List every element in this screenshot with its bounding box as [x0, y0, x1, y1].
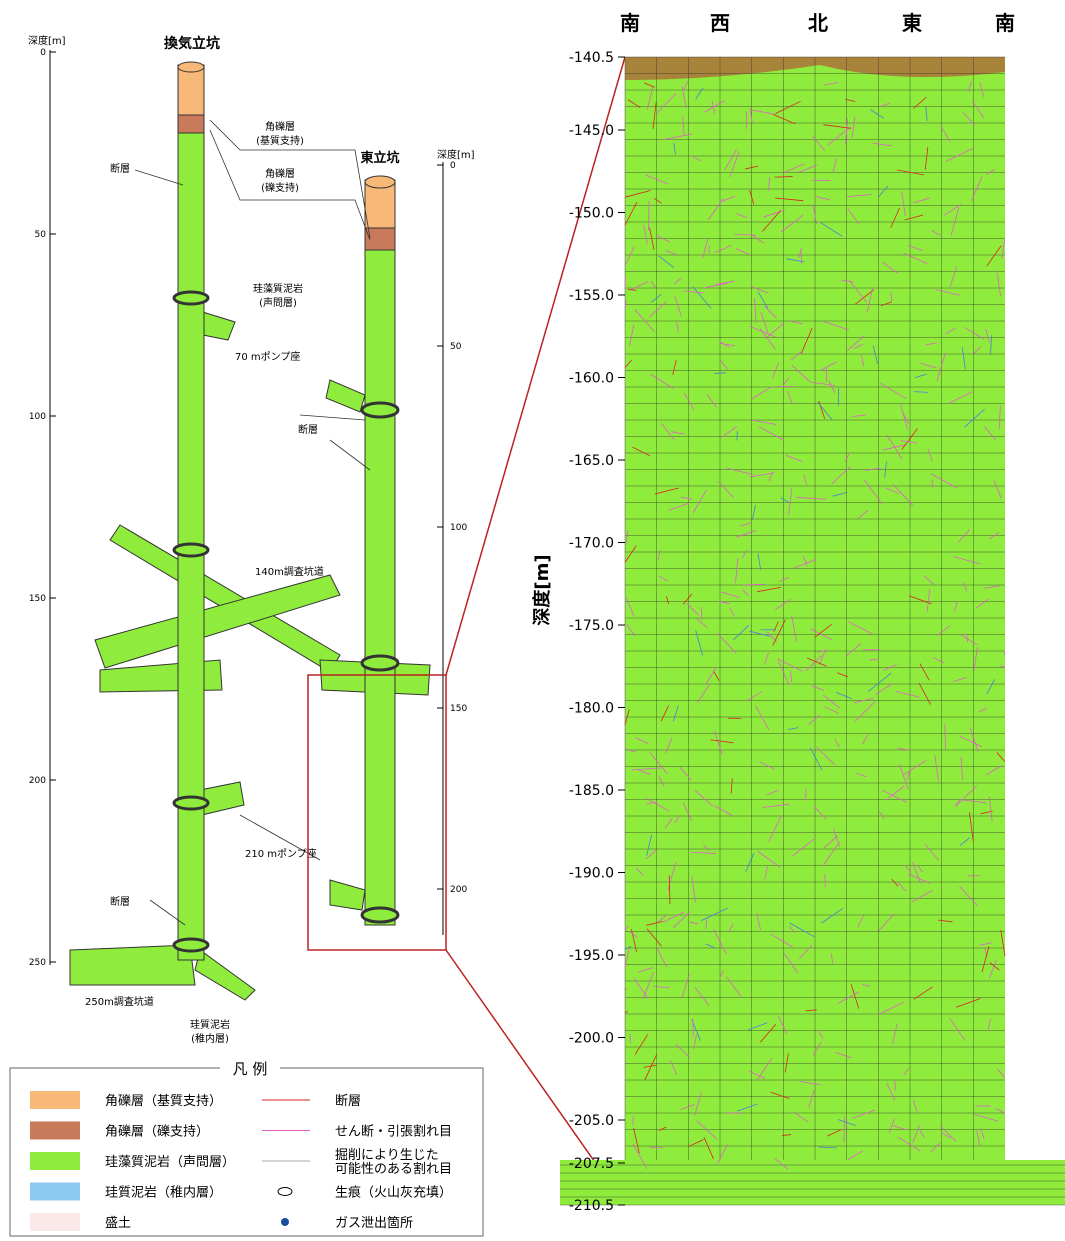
legend-swatch	[30, 1183, 80, 1201]
unrolled-wall-map: 深度[m] 南 西 北 東 南 -140.5 -145.0 -150.0 -155.0 -160.…	[531, 11, 1065, 1214]
label: 角礫層	[265, 120, 295, 133]
label: 210 mポンプ座	[245, 847, 317, 860]
tick-label: -140.5	[569, 50, 614, 66]
legend-label: 珪質泥岩（稚内層）	[105, 1185, 222, 1201]
label: 角礫層	[265, 167, 295, 180]
tick-label: 50	[450, 342, 462, 352]
tick-label: -195.0	[569, 948, 614, 964]
tick-label: -207.5	[569, 1156, 614, 1172]
tick-label: 200	[29, 776, 46, 786]
shaft-cap	[365, 176, 395, 188]
svg-text:珪質泥岩(稚内層): 珪質泥岩(稚内層)	[190, 1018, 230, 1045]
tick-label: -170.0	[569, 536, 614, 552]
direction: 南	[620, 11, 640, 35]
wall-map-base	[560, 1160, 1065, 1205]
label: 70 mポンプ座	[235, 350, 300, 363]
legend-swatch	[30, 1091, 80, 1109]
shaft-cap	[178, 62, 204, 72]
shaft-title: 換気立坑	[164, 35, 220, 52]
leader-lines	[135, 120, 370, 925]
tick-label: 250	[29, 958, 46, 968]
crack	[825, 874, 826, 887]
svg-text:角礫層(基質支持): 角礫層(基質支持)	[256, 120, 304, 147]
figure: 深度[m] 深度[m] 換気立坑 東立坑	[0, 0, 1065, 1237]
tick-label: -165.0	[569, 453, 614, 469]
tick-label: 0	[40, 48, 46, 58]
svg-text:珪藻質泥岩(声問層): 珪藻質泥岩(声問層)	[253, 282, 303, 309]
shaft-title: 東立坑	[360, 150, 399, 166]
legend-title: 凡 例	[233, 1060, 268, 1078]
tick-label: 50	[35, 230, 47, 240]
label: 250m調査坑道	[85, 995, 154, 1008]
legend-label: 盛土	[105, 1216, 131, 1231]
tick-label: -210.5	[569, 1198, 614, 1214]
east-shaft	[365, 180, 395, 925]
label: 140m調査坑道	[255, 565, 324, 578]
legend-label: 珪藻質泥岩（声問層）	[105, 1155, 235, 1170]
tick-label: -145.0	[569, 123, 614, 139]
legend-swatch	[30, 1122, 80, 1140]
legend-label: 掘削により生じた	[335, 1148, 439, 1163]
tick-label: 150	[450, 704, 467, 714]
depth-label: 深度[m]	[437, 148, 475, 161]
label: 断層	[110, 162, 130, 175]
tick-label: 100	[29, 412, 46, 422]
tick-label: -160.0	[569, 371, 614, 387]
label: 断層	[298, 423, 318, 436]
tick-label: 200	[450, 885, 467, 895]
legend-swatch	[30, 1213, 80, 1231]
tick-label: -190.0	[569, 866, 614, 882]
crack	[826, 368, 827, 382]
tick-label: 150	[29, 594, 46, 604]
direction: 西	[710, 11, 730, 35]
tick-label: -185.0	[569, 783, 614, 799]
label: (稚内層)	[191, 1032, 229, 1045]
legend-label: 角礫層（基質支持）	[105, 1093, 222, 1109]
crack	[775, 177, 793, 178]
tick-label: -175.0	[569, 618, 614, 634]
tick-label: -200.0	[569, 1031, 614, 1047]
legend-label: 可能性のある割れ目	[335, 1161, 452, 1177]
legend-label: 角礫層（礫支持）	[105, 1124, 209, 1140]
label: 珪質泥岩	[190, 1018, 230, 1031]
depth-label: 深度[m]	[28, 34, 66, 47]
direction: 北	[808, 11, 828, 35]
legend: 凡 例 角礫層（基質支持） 角礫層（礫支持） 珪藻質泥岩（声問層） 珪質泥岩（稚内層）…	[10, 1058, 483, 1236]
vent-shaft	[178, 65, 204, 960]
label: (礫支持)	[261, 181, 299, 194]
tick-label: 100	[450, 523, 467, 533]
direction: 南	[995, 11, 1015, 35]
legend-symbol	[281, 1218, 289, 1226]
label: (声問層)	[259, 296, 297, 309]
label: 珪藻質泥岩	[253, 282, 303, 295]
crack	[895, 1080, 896, 1090]
vent-breccia-clast	[178, 115, 204, 133]
direction: 東	[902, 11, 922, 35]
axis-label: 深度[m]	[531, 554, 553, 625]
tick-label: -180.0	[569, 701, 614, 717]
legend-symbol	[278, 1188, 292, 1196]
legend-label: 生痕（火山灰充填）	[335, 1185, 452, 1201]
legend-swatch	[30, 1152, 80, 1170]
legend-label: 断層	[335, 1094, 361, 1109]
legend-label: せん断・引張割れ目	[335, 1124, 452, 1140]
label: (基質支持)	[256, 134, 304, 147]
tick-label: -150.0	[569, 206, 614, 222]
tick-label: 0	[450, 161, 456, 171]
label: 断層	[110, 895, 130, 908]
tick-label: -155.0	[569, 288, 614, 304]
tick-label: -205.0	[569, 1113, 614, 1129]
legend-label: ガス泄出箇所	[335, 1215, 413, 1231]
svg-text:角礫層(礫支持): 角礫層(礫支持)	[261, 167, 299, 194]
